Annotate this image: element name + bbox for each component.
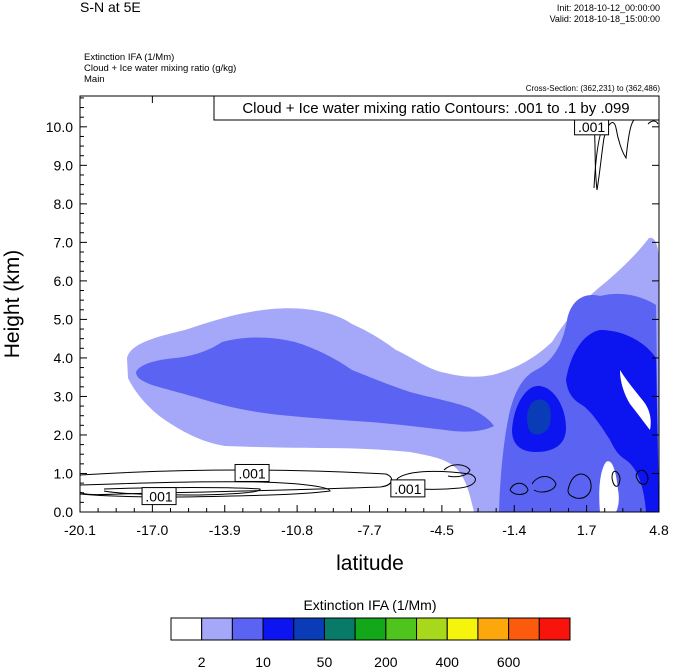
contour-label-2: .001 [234, 463, 270, 482]
contour-label-4: .001 [574, 117, 610, 136]
colorbar-tick-label: 600 [497, 654, 521, 668]
extinction-region-6 [527, 399, 551, 435]
y-tick-label: 6.0 [54, 273, 74, 289]
contour-line-10 [635, 469, 649, 485]
y-tick-label: 4.0 [54, 350, 74, 366]
colorbar-swatch-5 [293, 617, 325, 641]
contour-info-frame [213, 95, 660, 121]
x-tick-label: -20.1 [64, 522, 96, 538]
field-2-label: Cloud + Ice water mixing ratio (g/kg) [84, 63, 236, 74]
init-time: Init: 2018-10-12_00:00:00 [557, 3, 660, 13]
colorbar-swatch-12 [508, 617, 540, 641]
contour-label-1: .001 [141, 487, 177, 506]
figure-title: S-N at 5E [80, 0, 141, 15]
colorbar-swatch-8 [385, 617, 418, 641]
contour-info-text: Cloud + Ice water mixing ratio Contours:… [242, 100, 629, 117]
x-axis-title: latitude [336, 552, 404, 575]
colorbar-swatch-3 [231, 617, 264, 641]
field-1-label: Extinction IFA (1/Mm) [84, 52, 174, 63]
x-tick-label: -7.7 [357, 522, 381, 538]
extinction-region-8 [620, 370, 651, 430]
colorbar-title: Extinction IFA (1/Mm) [303, 597, 436, 613]
contour-label-3: .001 [390, 479, 426, 498]
x-tick-label: -1.4 [502, 522, 526, 538]
contour-label-text: .001 [145, 489, 172, 505]
colorbar-swatch-1 [170, 617, 203, 641]
field-3-label: Main [84, 74, 105, 85]
colorbar-tick-label: 200 [374, 654, 398, 668]
contour-label-text: .001 [394, 481, 421, 497]
contour-label-box [234, 463, 270, 482]
contour-line-5 [443, 464, 471, 478]
colorbar-tick-label: 2 [198, 654, 206, 668]
y-axis-title: Height (km) [1, 250, 24, 359]
contour-line-9 [611, 470, 621, 487]
text-layer: .001 .001 .001 .001 -20.1 -17.0 -13.9 -10.8 -7.7… [1, 0, 669, 613]
x-tick-label: -4.5 [430, 522, 454, 538]
y-tick-label: 10.0 [46, 119, 73, 135]
y-tick-label: 7.0 [54, 234, 74, 250]
contour-label-text: .001 [578, 119, 605, 135]
contour-line-12 [647, 120, 659, 125]
y-tick-label: 9.0 [54, 157, 74, 173]
contour-line-7 [531, 476, 557, 493]
colorbar-swatch-13 [538, 617, 571, 641]
contour-label-box [141, 487, 177, 506]
colorbar-tick-label: 400 [436, 654, 460, 668]
x-tick-label: 4.8 [649, 522, 669, 538]
contour-info-box: Cloud + Ice water mixing ratio Contours:… [213, 95, 660, 121]
colorbar-swatch-6 [323, 617, 356, 641]
x-tick-label: -17.0 [136, 522, 168, 538]
contour-line-1 [80, 469, 393, 496]
colorbar: 2 10 50 200 400 600 [170, 617, 571, 668]
y-tick-label: 3.0 [54, 388, 74, 404]
contour-line-8 [567, 473, 592, 499]
extinction-region-7 [599, 461, 619, 512]
x-tick-label: -10.8 [281, 522, 313, 538]
extinction-region-4 [566, 330, 659, 512]
y-tick-label: 1.0 [54, 465, 74, 481]
colorbar-swatch-2 [201, 617, 233, 641]
colorbar-swatch-11 [477, 617, 510, 641]
contour-line-11 [593, 119, 635, 191]
x-tick-label: 1.7 [577, 522, 597, 538]
valid-time: Valid: 2018-10-18_15:00:00 [550, 14, 660, 24]
x-tick-label: -13.9 [209, 522, 241, 538]
colorbar-swatch-9 [416, 617, 448, 641]
cross-section-label: Cross-Section: (362,231) to (362,486) [526, 84, 661, 93]
extinction-region-2 [136, 337, 494, 432]
colorbar-swatch-7 [354, 617, 387, 641]
y-tick-label: 8.0 [54, 196, 74, 212]
extinction-filled-contours [127, 237, 659, 512]
colorbar-swatch-4 [262, 617, 295, 641]
colorbar-tick-label: 10 [255, 654, 271, 668]
y-tick-label: 0.0 [54, 504, 74, 520]
y-tick-label: 2.0 [54, 427, 74, 443]
y-tick-label: 5.0 [54, 311, 74, 327]
colorbar-tick-label: 50 [317, 654, 333, 668]
contour-label-text: .001 [238, 465, 265, 481]
colorbar-swatch-10 [446, 617, 479, 641]
contour-label-box [390, 479, 426, 498]
contour-line-6 [509, 482, 529, 495]
